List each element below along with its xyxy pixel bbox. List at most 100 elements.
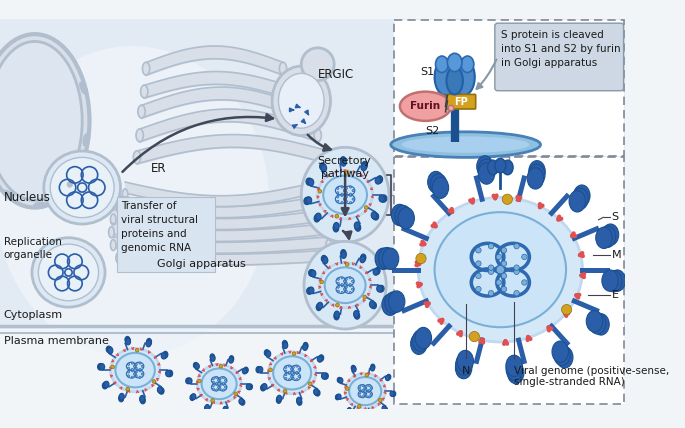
Ellipse shape bbox=[400, 92, 451, 121]
Ellipse shape bbox=[529, 164, 545, 186]
Ellipse shape bbox=[527, 168, 544, 189]
Text: S2: S2 bbox=[425, 126, 440, 137]
Circle shape bbox=[139, 370, 141, 372]
Ellipse shape bbox=[205, 404, 210, 410]
Ellipse shape bbox=[323, 257, 328, 264]
Ellipse shape bbox=[553, 344, 570, 366]
Ellipse shape bbox=[377, 285, 382, 292]
Circle shape bbox=[345, 187, 347, 190]
Ellipse shape bbox=[272, 66, 330, 136]
Ellipse shape bbox=[508, 362, 524, 383]
Circle shape bbox=[211, 399, 214, 402]
Circle shape bbox=[351, 280, 353, 282]
Circle shape bbox=[132, 370, 134, 372]
FancyBboxPatch shape bbox=[0, 329, 625, 409]
Ellipse shape bbox=[244, 367, 248, 373]
Ellipse shape bbox=[304, 241, 386, 329]
Ellipse shape bbox=[301, 48, 334, 81]
Circle shape bbox=[345, 171, 349, 174]
Circle shape bbox=[337, 290, 339, 292]
Text: ERGIC: ERGIC bbox=[318, 68, 354, 81]
Ellipse shape bbox=[325, 151, 332, 163]
Ellipse shape bbox=[188, 378, 192, 384]
Circle shape bbox=[469, 331, 479, 342]
Ellipse shape bbox=[211, 356, 215, 361]
Ellipse shape bbox=[262, 383, 267, 390]
Ellipse shape bbox=[380, 195, 386, 202]
Text: ER: ER bbox=[151, 162, 166, 175]
Ellipse shape bbox=[311, 270, 316, 277]
Circle shape bbox=[368, 389, 371, 392]
Ellipse shape bbox=[304, 197, 310, 205]
Circle shape bbox=[352, 190, 354, 192]
Text: Furin: Furin bbox=[410, 101, 440, 111]
Ellipse shape bbox=[376, 176, 382, 184]
Circle shape bbox=[337, 192, 339, 194]
Ellipse shape bbox=[436, 56, 448, 72]
Ellipse shape bbox=[434, 59, 456, 95]
Ellipse shape bbox=[168, 370, 173, 377]
Circle shape bbox=[362, 396, 364, 398]
Ellipse shape bbox=[333, 225, 338, 232]
Ellipse shape bbox=[602, 270, 619, 291]
Ellipse shape bbox=[573, 185, 590, 206]
Ellipse shape bbox=[412, 330, 429, 351]
Circle shape bbox=[127, 363, 129, 366]
Circle shape bbox=[365, 389, 367, 391]
Ellipse shape bbox=[307, 288, 312, 294]
Ellipse shape bbox=[395, 205, 412, 227]
Ellipse shape bbox=[308, 179, 314, 186]
Ellipse shape bbox=[301, 147, 389, 242]
Ellipse shape bbox=[347, 407, 351, 413]
Circle shape bbox=[216, 377, 218, 379]
Ellipse shape bbox=[338, 377, 342, 383]
Circle shape bbox=[288, 378, 290, 381]
Circle shape bbox=[365, 373, 369, 377]
Ellipse shape bbox=[572, 188, 588, 210]
Ellipse shape bbox=[333, 224, 338, 231]
Circle shape bbox=[320, 280, 323, 284]
Ellipse shape bbox=[340, 159, 346, 166]
Ellipse shape bbox=[361, 254, 366, 261]
Ellipse shape bbox=[321, 163, 326, 171]
Circle shape bbox=[368, 384, 371, 386]
Circle shape bbox=[139, 362, 141, 364]
Ellipse shape bbox=[115, 353, 155, 387]
Ellipse shape bbox=[375, 268, 380, 274]
Ellipse shape bbox=[305, 197, 310, 204]
Ellipse shape bbox=[375, 248, 392, 270]
Circle shape bbox=[290, 375, 292, 377]
Circle shape bbox=[514, 269, 519, 274]
Ellipse shape bbox=[552, 341, 569, 363]
Ellipse shape bbox=[314, 189, 319, 200]
Circle shape bbox=[37, 202, 42, 208]
Circle shape bbox=[296, 378, 298, 381]
Circle shape bbox=[318, 190, 322, 193]
Circle shape bbox=[365, 385, 367, 387]
Circle shape bbox=[337, 286, 339, 288]
Circle shape bbox=[225, 386, 227, 388]
Ellipse shape bbox=[140, 396, 145, 403]
Ellipse shape bbox=[279, 62, 287, 75]
Circle shape bbox=[225, 379, 227, 381]
Circle shape bbox=[345, 278, 347, 280]
Ellipse shape bbox=[277, 396, 282, 402]
Ellipse shape bbox=[377, 175, 383, 183]
Circle shape bbox=[362, 389, 364, 392]
Ellipse shape bbox=[195, 363, 199, 369]
Ellipse shape bbox=[314, 214, 320, 221]
Ellipse shape bbox=[373, 213, 379, 220]
Circle shape bbox=[364, 206, 368, 209]
Ellipse shape bbox=[371, 365, 375, 370]
Ellipse shape bbox=[316, 213, 321, 220]
Ellipse shape bbox=[205, 406, 209, 412]
FancyBboxPatch shape bbox=[395, 21, 625, 155]
Ellipse shape bbox=[362, 161, 367, 169]
Circle shape bbox=[345, 282, 347, 284]
Ellipse shape bbox=[347, 409, 351, 414]
Ellipse shape bbox=[32, 238, 105, 307]
Ellipse shape bbox=[162, 352, 167, 359]
Ellipse shape bbox=[325, 268, 366, 303]
Ellipse shape bbox=[0, 46, 269, 357]
Circle shape bbox=[359, 395, 361, 397]
